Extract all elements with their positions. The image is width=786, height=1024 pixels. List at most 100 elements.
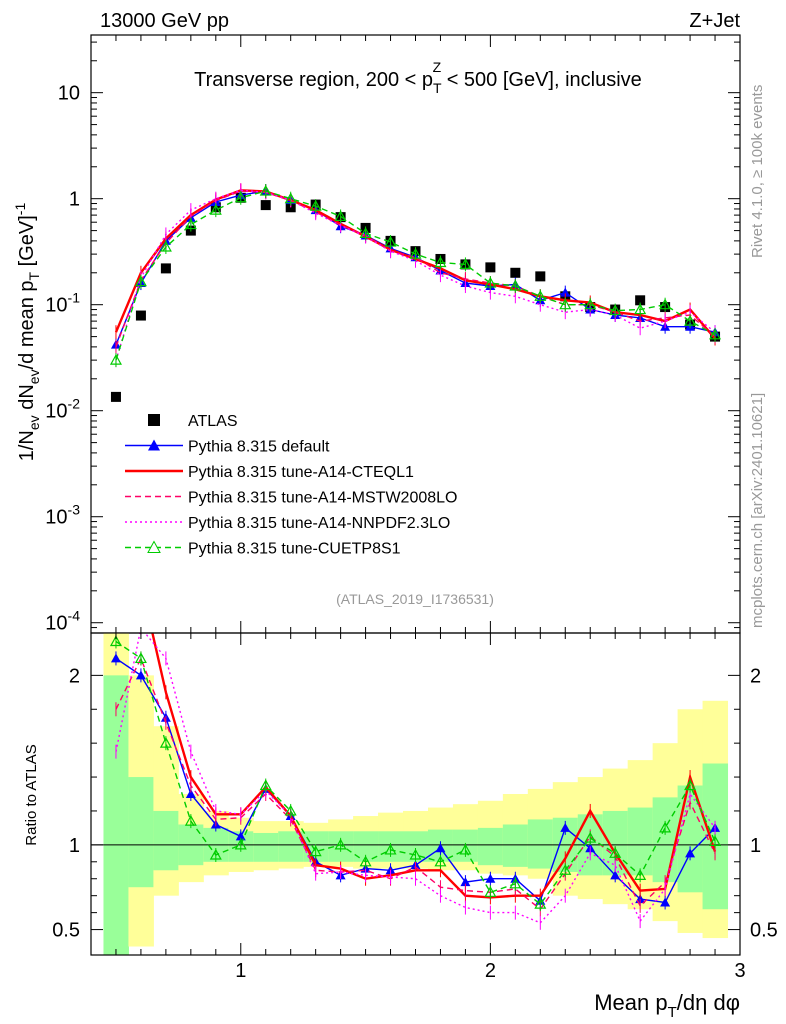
ratio-series-point-default [685, 848, 696, 858]
main-series-point-cuetp8s1 [434, 256, 447, 268]
ratio-series-point-default [135, 670, 146, 680]
ratio-y-tick-label: 1 [750, 835, 761, 857]
y-tick-label-exponent: -3 [68, 502, 81, 518]
ratio-series-point-default [560, 822, 571, 832]
main-series-point-default [560, 287, 571, 297]
main-series-point-atlas [260, 200, 271, 211]
ratio-series-point-cuetp8s1 [259, 779, 272, 791]
ratio-series-point-cuetp8s1 [484, 886, 497, 897]
ratio-series-point-default [660, 897, 671, 907]
legend-label-cteql1: Pythia 8.315 tune-A14-CTEQL1 [188, 464, 414, 481]
ratio-panel: 1 2 30.5 0.51 12 2 Ratio to ATLAS Mean pT/dη … [23, 632, 778, 1021]
main-series-point-atlas [135, 310, 146, 321]
ratio-series-point-cuetp8s1 [559, 864, 572, 875]
ratio-series-point-cuetp8s1 [309, 845, 322, 857]
uncertainty-band-inner [627, 807, 654, 876]
main-series-point-cuetp8s1 [684, 314, 697, 326]
y-tick-label: 10-2 [45, 396, 80, 423]
ratio-series-point-cuetp8s1 [109, 635, 122, 647]
main-series-point-cuetp8s1 [284, 192, 297, 204]
main-series-cuetp8s1 [109, 184, 722, 368]
plot-title: Transverse region, 200 < pTZ < 500 [GeV]… [194, 59, 642, 96]
ratio-series-point-default [460, 877, 471, 887]
uncertainty-band-inner [527, 819, 554, 869]
ratio-series-point-cuetp8s1 [684, 779, 697, 791]
legend-label-default: Pythia 8.315 default [188, 439, 330, 456]
legend-label-cuetp8s1: Pythia 8.315 tune-CUETP8S1 [188, 541, 401, 558]
main-series-point-cuetp8s1 [184, 218, 197, 230]
main-series-point-cuetp8s1 [309, 199, 322, 211]
main-series-line-default [115, 190, 716, 345]
uncertainty-band-inner [103, 675, 129, 955]
uncertainty-band-inner [128, 777, 154, 888]
uncertainty-band-inner [153, 810, 179, 871]
ratio-y-tick-label: 1 [69, 835, 80, 857]
main-series-line-mstw [115, 190, 716, 348]
y-tick-label: 10-1 [45, 290, 80, 317]
main-series-point-cuetp8s1 [234, 191, 247, 203]
y-tick-label: 10-3 [45, 502, 80, 529]
ratio-series-point-cuetp8s1 [209, 848, 222, 860]
y-tick-label-exponent: -1 [68, 290, 81, 306]
header-process-label: Z+Jet [689, 10, 740, 32]
ratio-series-point-default [435, 843, 446, 853]
main-series-point-cuetp8s1 [584, 298, 597, 310]
ratio-series-point-cuetp8s1 [609, 847, 622, 858]
ratio-series-point-cuetp8s1 [534, 897, 547, 909]
ratio-series-point-cuetp8s1 [234, 838, 247, 850]
y-tick-label-base: 10 [45, 507, 67, 529]
main-series-point-atlas [535, 271, 546, 282]
legend-marker-cuetp8s1 [147, 540, 161, 553]
main-series-point-cuetp8s1 [109, 353, 122, 365]
header-energy-label: 13000 GeV pp [100, 10, 229, 32]
ratio-series-point-default [185, 789, 196, 798]
y-tick-label-exponent: -2 [68, 396, 81, 412]
ratio-series-point-cuetp8s1 [409, 848, 422, 860]
main-series-atlas [110, 192, 721, 402]
y-tick-label-base: 10 [45, 401, 67, 423]
legend-marker-atlas [148, 414, 160, 426]
main-series-point-cuetp8s1 [334, 210, 347, 222]
ratio-series-point-cuetp8s1 [384, 843, 397, 855]
uncertainty-band-inner [502, 824, 529, 867]
y-tick-label-base: 10 [45, 613, 67, 635]
main-series-point-atlas [510, 267, 521, 278]
ratio-series-point-default [235, 831, 246, 841]
ratio-series-point-default [110, 653, 121, 663]
main-series-point-cuetp8s1 [534, 290, 547, 301]
ratio-y-tick-label: 0.5 [750, 920, 778, 942]
ratio-series-point-cuetp8s1 [134, 652, 147, 664]
legend-label-nnpdf: Pythia 8.315 tune-A14-NNPDF2.3LO [188, 515, 450, 532]
ratio-y-axis-title: Ratio to ATLAS [23, 744, 40, 845]
y-tick-label: 1 [69, 189, 80, 211]
ratio-series-point-cuetp8s1 [584, 831, 597, 843]
main-series-point-cuetp8s1 [359, 227, 372, 239]
ratio-series-point-default [610, 870, 621, 880]
ratio-series-point-default [485, 873, 496, 883]
main-series-point-cuetp8s1 [509, 279, 522, 291]
ratio-series-point-cuetp8s1 [284, 804, 297, 816]
main-series-point-cuetp8s1 [159, 240, 172, 252]
y-tick-label-base: 10 [45, 295, 67, 317]
ratio-series-point-cuetp8s1 [434, 855, 447, 867]
main-series-point-cuetp8s1 [259, 184, 272, 196]
ratio-series-point-cuetp8s1 [659, 821, 672, 833]
uncertainty-band-inner [253, 832, 279, 862]
x-tick-label: 2 [485, 960, 496, 982]
y-tick-label-exponent: -4 [68, 608, 81, 624]
ratio-series-point-cuetp8s1 [159, 736, 172, 748]
main-series-point-atlas [160, 263, 171, 274]
ratio-series-point-cuetp8s1 [509, 877, 522, 889]
ratio-series-point-cuetp8s1 [334, 838, 347, 850]
main-series-point-cuetp8s1 [559, 298, 572, 310]
main-series-nnpdf [115, 183, 716, 368]
main-series-point-cuetp8s1 [709, 328, 722, 340]
ratio-series-point-cuetp8s1 [359, 855, 372, 867]
uncertainty-band-inner [652, 797, 679, 883]
ratio-y-tick-label: 2 [69, 665, 80, 687]
main-series-point-atlas [485, 262, 496, 273]
main-series-point-cuetp8s1 [409, 247, 422, 259]
ratio-series-point-cuetp8s1 [459, 843, 472, 855]
main-series-mstw [115, 184, 716, 354]
